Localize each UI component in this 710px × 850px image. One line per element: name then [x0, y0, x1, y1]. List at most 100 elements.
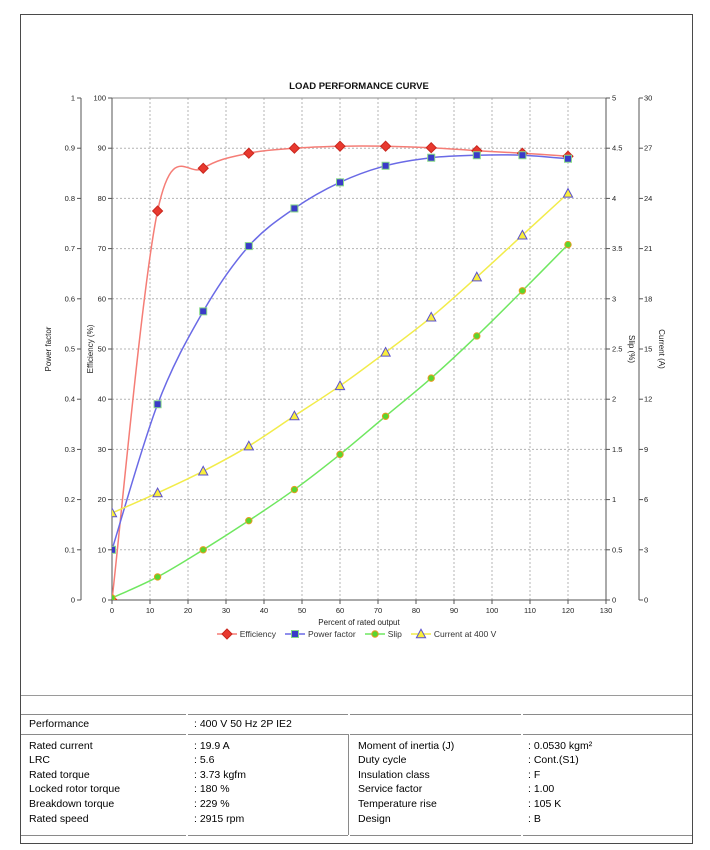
svg-text:50: 50 [298, 606, 306, 615]
svg-text:40: 40 [98, 395, 106, 404]
svg-text:1.5: 1.5 [612, 445, 622, 454]
svg-text:6: 6 [644, 495, 648, 504]
efficiency-axis-title: Efficiency (%) [86, 324, 95, 373]
table-rule [188, 714, 348, 715]
svg-text:27: 27 [644, 144, 652, 153]
svg-text:80: 80 [98, 194, 106, 203]
legend-item-slip: Slip [364, 628, 402, 640]
table-rule [188, 734, 348, 735]
svg-text:0.5: 0.5 [65, 345, 75, 354]
svg-text:30: 30 [644, 94, 652, 103]
table-row: Rated speed: 2915 rpm Design: B [21, 812, 692, 827]
legend-item-efficiency: Efficiency [216, 628, 276, 640]
svg-text:1: 1 [71, 94, 75, 103]
legend-label-slip: Slip [387, 629, 402, 639]
current-marker [562, 187, 574, 198]
slip-marker [370, 630, 379, 638]
current-axis-title: Current (A) [657, 329, 666, 369]
current-marker [415, 628, 427, 639]
slip-marker [427, 374, 435, 382]
spec-value: : 1.00 [528, 783, 555, 796]
current-marker [243, 440, 255, 451]
svg-text:1: 1 [612, 495, 616, 504]
slip-series [112, 240, 572, 600]
svg-text:10: 10 [98, 545, 106, 554]
slip-marker [336, 450, 344, 459]
svg-text:0.3: 0.3 [65, 445, 75, 454]
spec-label: LRC [29, 754, 51, 767]
table-row: Locked rotor torque: 180 % Service factor… [21, 782, 692, 797]
svg-text:20: 20 [184, 606, 192, 615]
performance-table: Performance: 400 V 50 Hz 2P IE2 Rated cur… [21, 714, 692, 836]
svg-text:0.7: 0.7 [65, 244, 75, 253]
current-marker [112, 507, 118, 518]
current-axis: 0 3 6 9 12 15 18 21 24 27 30 Current (A) [638, 94, 666, 605]
table-row: Rated current: 19.9 A Moment of inertia (… [21, 739, 692, 754]
datasheet-frame: LOAD PERFORMANCE CURVE 0 0.1 0.2 0.3 0.4 0.5 0.… [20, 14, 693, 844]
svg-text:3.5: 3.5 [612, 244, 622, 253]
table-rule [523, 835, 692, 836]
legend-diamond-icon [216, 628, 237, 640]
power_factor-marker [518, 151, 527, 160]
legend-item-current: Current at 400 V [410, 628, 497, 640]
svg-text:30: 30 [98, 445, 106, 454]
table-column-divider [348, 734, 349, 835]
legend-label-efficiency: Efficiency [239, 629, 276, 639]
table-rule [21, 734, 186, 735]
current-marker [288, 410, 300, 421]
slip-marker [199, 546, 207, 554]
current-marker [380, 346, 392, 357]
svg-text:0: 0 [612, 596, 616, 605]
svg-text:120: 120 [562, 606, 575, 615]
efficiency-marker [243, 147, 255, 159]
power_factor-marker [199, 307, 208, 316]
svg-text:70: 70 [98, 244, 106, 253]
slip-marker [245, 516, 253, 525]
x-axis: 0 10 20 30 40 50 60 70 80 90 100 110 120 130 Percent o… [110, 599, 612, 627]
svg-text:10: 10 [146, 606, 154, 615]
table-rule [350, 835, 521, 836]
power_factor-marker [244, 242, 253, 251]
current-marker [516, 229, 528, 240]
load-performance-chart: LOAD PERFORMANCE CURVE 0 0.1 0.2 0.3 0.4 0.5 0.… [44, 81, 666, 627]
efficiency-marker [288, 142, 301, 154]
svg-text:3: 3 [612, 294, 616, 303]
svg-text:24: 24 [644, 194, 652, 203]
svg-text:30: 30 [222, 606, 230, 615]
svg-text:4: 4 [612, 194, 616, 203]
legend-label-current: Current at 400 V [433, 629, 497, 639]
efficiency-marker [221, 628, 233, 640]
efficiency-marker [379, 140, 392, 152]
current-marker [334, 379, 346, 391]
performance-value: : 400 V 50 Hz 2P IE2 [194, 717, 292, 730]
slip-marker [153, 573, 162, 581]
table-rule [21, 835, 186, 836]
table-rule [350, 734, 521, 735]
svg-text:110: 110 [524, 606, 536, 615]
legend-label-power_factor: Power factor [307, 629, 356, 639]
table-rule [523, 714, 692, 715]
svg-text:0.1: 0.1 [65, 545, 75, 554]
svg-text:40: 40 [260, 606, 268, 615]
slip-marker [518, 287, 527, 295]
spec-value: : 2915 rpm [194, 812, 245, 825]
table-row: LRC: 5.6 Duty cycle: Cont.(S1) [21, 753, 692, 768]
spec-value: : 229 % [194, 797, 230, 810]
legend-item-power_factor: Power factor [284, 628, 356, 640]
svg-text:0.8: 0.8 [65, 194, 75, 203]
power_factor-axis: 0 0.1 0.2 0.3 0.4 0.5 0.6 0.7 0.8 0.9 1 Power facto… [44, 94, 82, 605]
power_factor-marker [472, 151, 481, 160]
x-axis-title: Percent of rated output [318, 618, 400, 627]
svg-text:0: 0 [102, 596, 106, 605]
svg-text:21: 21 [644, 244, 652, 253]
current-marker [425, 311, 437, 322]
svg-text:90: 90 [98, 144, 106, 153]
spec-label: Rated torque [29, 768, 90, 781]
spec-value: : Cont.(S1) [528, 754, 579, 767]
spec-label: Breakdown torque [29, 797, 115, 810]
spec-label: Duty cycle [358, 754, 407, 767]
power_factor-axis-title: Power factor [44, 326, 53, 371]
efficiency-marker [151, 205, 164, 217]
svg-text:2: 2 [612, 395, 616, 404]
svg-text:0.2: 0.2 [65, 495, 75, 504]
